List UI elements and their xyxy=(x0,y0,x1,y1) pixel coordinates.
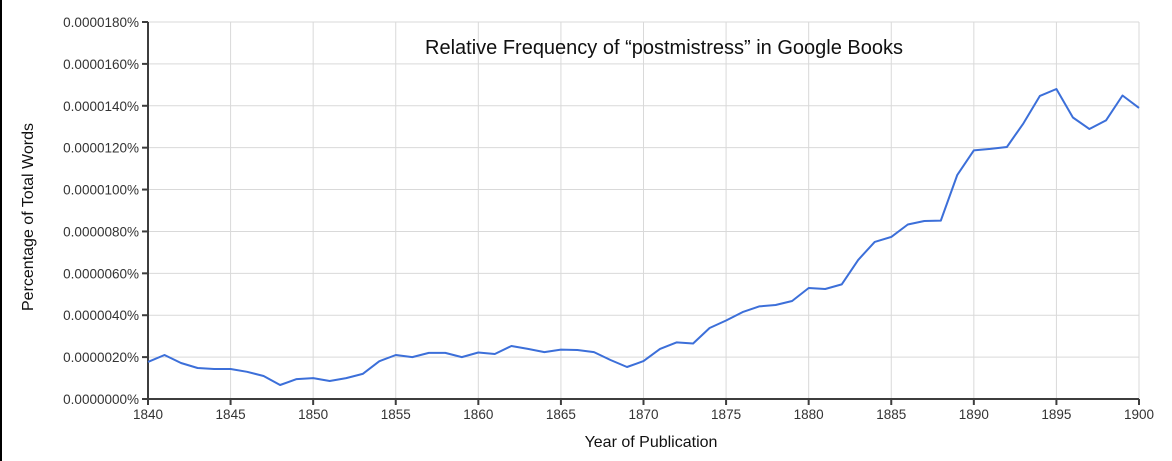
y-axis-tick-labels: 0.0000000% 0.0000020% 0.0000040% 0.0000060%… xyxy=(63,15,139,407)
x-axis-title: Year of Publication xyxy=(585,434,718,451)
gridlines xyxy=(148,21,1140,399)
x-tick-label: 1865 xyxy=(546,407,576,422)
y-tick-label: 0.0000140% xyxy=(63,99,139,114)
y-tick-label: 0.0000100% xyxy=(63,183,139,198)
y-tick-label: 0.0000040% xyxy=(63,308,139,323)
x-tick-label: 1875 xyxy=(711,407,741,422)
x-tick-label: 1895 xyxy=(1041,407,1071,422)
series-line-postmistress xyxy=(147,88,1140,386)
x-tick-label: 1860 xyxy=(463,407,493,422)
x-tick-label: 1880 xyxy=(794,407,824,422)
y-tick-label: 0.0000120% xyxy=(63,141,139,156)
x-tick-label: 1870 xyxy=(628,407,658,422)
y-tick-label: 0.0000000% xyxy=(63,392,139,407)
y-tick-label: 0.0000160% xyxy=(63,57,139,72)
x-tick-label: 1840 xyxy=(133,407,163,422)
chart-title: Relative Frequency of “postmistress” in … xyxy=(425,37,903,59)
y-axis-title: Percentage of Total Words xyxy=(20,123,37,311)
y-tick-label: 0.0000020% xyxy=(63,350,139,365)
x-tick-label: 1845 xyxy=(216,407,246,422)
x-axis-tick-labels: 1840 1845 1850 1855 1860 1865 1870 1875 1880 1885… xyxy=(133,407,1154,422)
axes xyxy=(142,21,1140,405)
y-tick-label: 0.0000060% xyxy=(63,266,139,281)
y-tick-label: 0.0000080% xyxy=(63,224,139,239)
image-left-border xyxy=(0,0,2,461)
x-tick-label: 1900 xyxy=(1124,407,1154,422)
x-tick-label: 1855 xyxy=(381,407,411,422)
y-tick-label: 0.0000180% xyxy=(63,15,139,30)
x-tick-label: 1850 xyxy=(298,407,328,422)
x-tick-label: 1885 xyxy=(876,407,906,422)
x-tick-label: 1890 xyxy=(959,407,989,422)
